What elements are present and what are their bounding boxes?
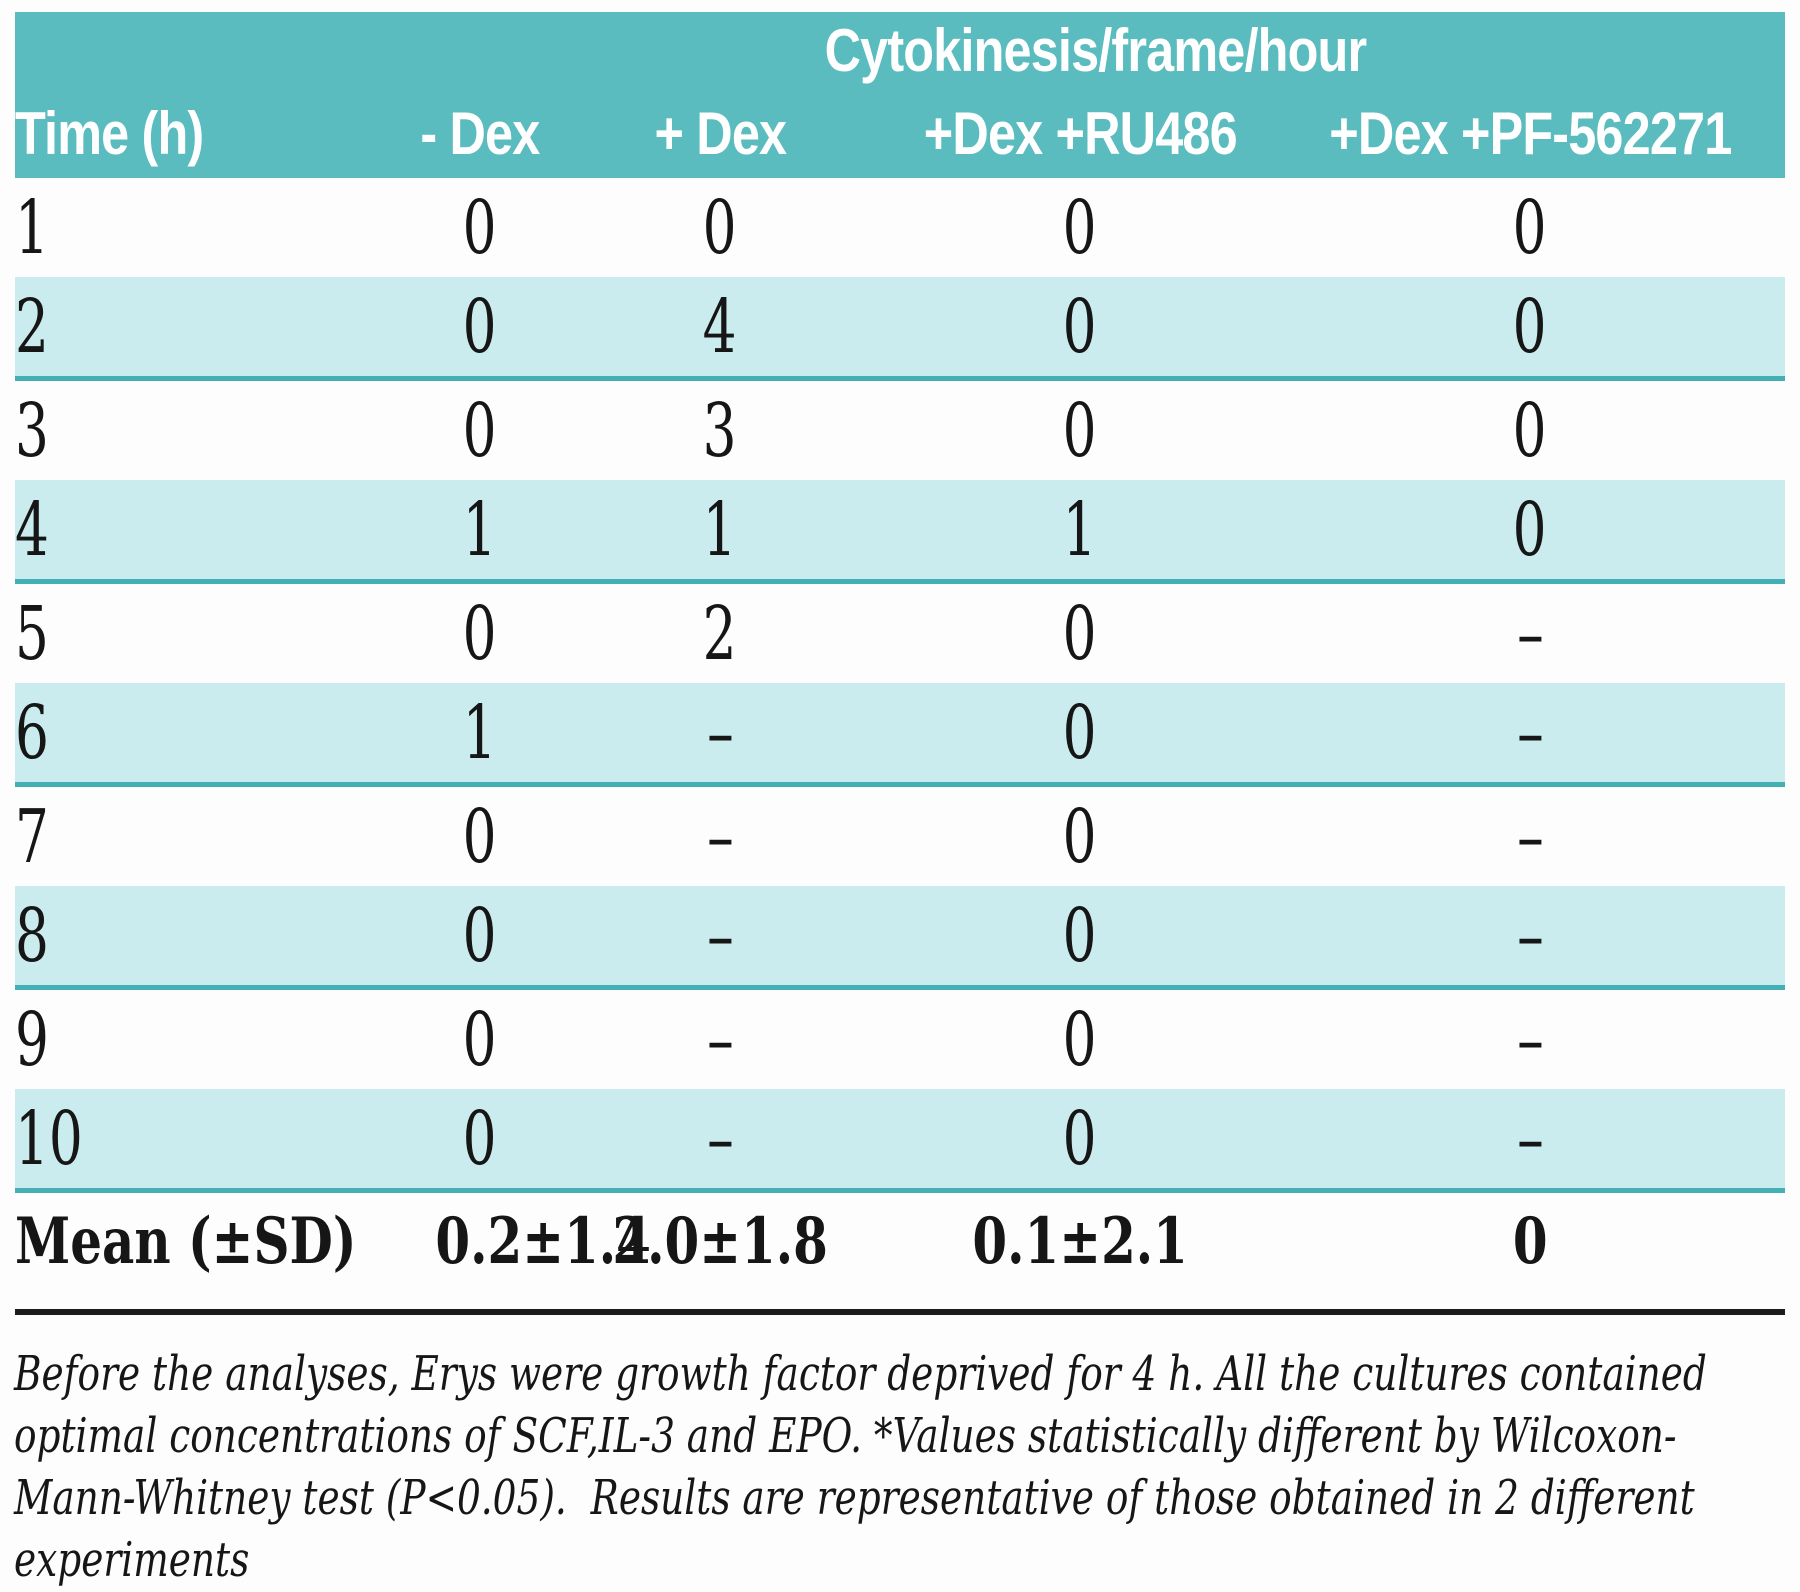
- header-spacer: [15, 12, 405, 88]
- cell-value: 1: [885, 480, 1275, 584]
- cell-value: 0: [1063, 793, 1097, 880]
- cell-value: 0: [1513, 184, 1547, 271]
- cell-time: 2: [15, 277, 405, 381]
- cell-value: 0: [885, 277, 1275, 381]
- table-row: 10 0 – 0 –: [15, 1089, 1786, 1193]
- group-header-row: Cytokinesis/frame/hour: [15, 12, 1786, 88]
- summary-value-cell: 2.0±1.8: [612, 1203, 828, 1279]
- divider-rule: [15, 1309, 1785, 1315]
- cell-time: 7: [15, 793, 49, 880]
- cell-value: 0: [405, 886, 555, 990]
- cell-value: 0: [1063, 590, 1097, 677]
- table-header: Cytokinesis/frame/hour Time (h) - Dex + …: [15, 12, 1786, 178]
- column-header-plus-dex: + Dex: [555, 88, 885, 178]
- cell-value: 0: [1513, 387, 1547, 474]
- table-row: 7 0 – 0 –: [15, 785, 1785, 887]
- cell-value: 0: [1275, 480, 1786, 584]
- cell-value: –: [1275, 1089, 1786, 1193]
- cell-value: 0: [885, 886, 1275, 990]
- table-row: 1 0 0 0 0: [15, 178, 1785, 277]
- cell-time: 1: [15, 184, 49, 271]
- footnote-line: Mann-Whitney test (P<0.05). Results are …: [14, 1470, 1695, 1526]
- footnote-line: experiments: [14, 1532, 250, 1588]
- table-body: 1 0 0 0 0 2 0 4 0 0 3 0 3 0 0 4: [15, 178, 1786, 1290]
- summary-value-cell: 0.2±1.4: [435, 1203, 651, 1279]
- cell-value: 0: [885, 1089, 1275, 1193]
- table-row: 2 0 4 0 0: [15, 277, 1786, 381]
- cell-value: 0: [405, 1089, 555, 1193]
- cell-value: 0: [1063, 387, 1097, 474]
- cell-value: 0: [463, 387, 497, 474]
- cell-value: –: [1275, 886, 1786, 990]
- cell-value: 4: [555, 277, 885, 381]
- cell-value: 1: [555, 480, 885, 584]
- group-header-label: Cytokinesis/frame/hour: [824, 16, 1367, 84]
- table-row: 3 0 3 0 0: [15, 379, 1785, 481]
- cell-value: –: [1516, 793, 1544, 880]
- cell-value: 0: [405, 277, 555, 381]
- cell-value: 1: [405, 480, 555, 584]
- footnote-line: optimal concentrations of SCF,IL-3 and E…: [14, 1408, 1677, 1464]
- table-row: 8 0 – 0 –: [15, 886, 1786, 990]
- cell-value: –: [1516, 590, 1544, 677]
- column-header-time: Time (h): [15, 88, 405, 178]
- column-header-row: Time (h) - Dex + Dex +Dex +RU486 +Dex +P…: [15, 88, 1786, 178]
- cell-value: 0: [885, 683, 1275, 787]
- cell-time: 8: [15, 886, 405, 990]
- cell-value: –: [706, 793, 734, 880]
- cell-time: 6: [15, 683, 405, 787]
- cell-value: 0: [1063, 996, 1097, 1083]
- footnote: Before the analyses, Erys were growth fa…: [14, 1343, 1790, 1591]
- summary-label-cell: Mean (±SD): [15, 1203, 357, 1279]
- group-header: Cytokinesis/frame/hour: [405, 12, 1786, 88]
- cell-time: 5: [15, 590, 49, 677]
- summary-row: Mean (±SD) 0.2±1.4 2.0±1.8 0.1±2.1 0: [15, 1191, 1785, 1290]
- column-header-minus-dex: - Dex: [405, 88, 555, 178]
- cell-time: 3: [15, 387, 49, 474]
- cell-time: 9: [15, 996, 49, 1083]
- cell-value: 0: [1275, 277, 1786, 381]
- cell-value: 0: [463, 793, 497, 880]
- summary-value-cell: 0: [1512, 1203, 1548, 1279]
- cell-value: 0: [1063, 184, 1097, 271]
- table-row: 9 0 – 0 –: [15, 988, 1785, 1090]
- cell-value: –: [555, 886, 885, 990]
- cell-value: 2: [703, 590, 737, 677]
- cell-value: 0: [463, 996, 497, 1083]
- cytokinesis-table: Cytokinesis/frame/hour Time (h) - Dex + …: [15, 12, 1786, 1290]
- cell-time: 4: [15, 480, 405, 584]
- table-row: 5 0 2 0 –: [15, 582, 1785, 684]
- cell-value: –: [555, 1089, 885, 1193]
- cell-value: –: [706, 996, 734, 1083]
- footnote-line: Before the analyses, Erys were growth fa…: [14, 1346, 1707, 1402]
- cell-value: 3: [703, 387, 737, 474]
- column-header-dex-ru486: +Dex +RU486: [885, 88, 1275, 178]
- cell-value: 0: [463, 590, 497, 677]
- cell-time: 10: [15, 1089, 405, 1193]
- cell-value: 0: [703, 184, 737, 271]
- table-row: 6 1 – 0 –: [15, 683, 1786, 787]
- cell-value: –: [1516, 996, 1544, 1083]
- summary-value-cell: 0.1±2.1: [972, 1203, 1188, 1279]
- cell-value: –: [1275, 683, 1786, 787]
- table-row: 4 1 1 1 0: [15, 480, 1786, 584]
- cell-value: –: [555, 683, 885, 787]
- cell-value: 0: [463, 184, 497, 271]
- cell-value: 1: [405, 683, 555, 787]
- column-header-dex-pf562271: +Dex +PF-562271: [1275, 88, 1786, 178]
